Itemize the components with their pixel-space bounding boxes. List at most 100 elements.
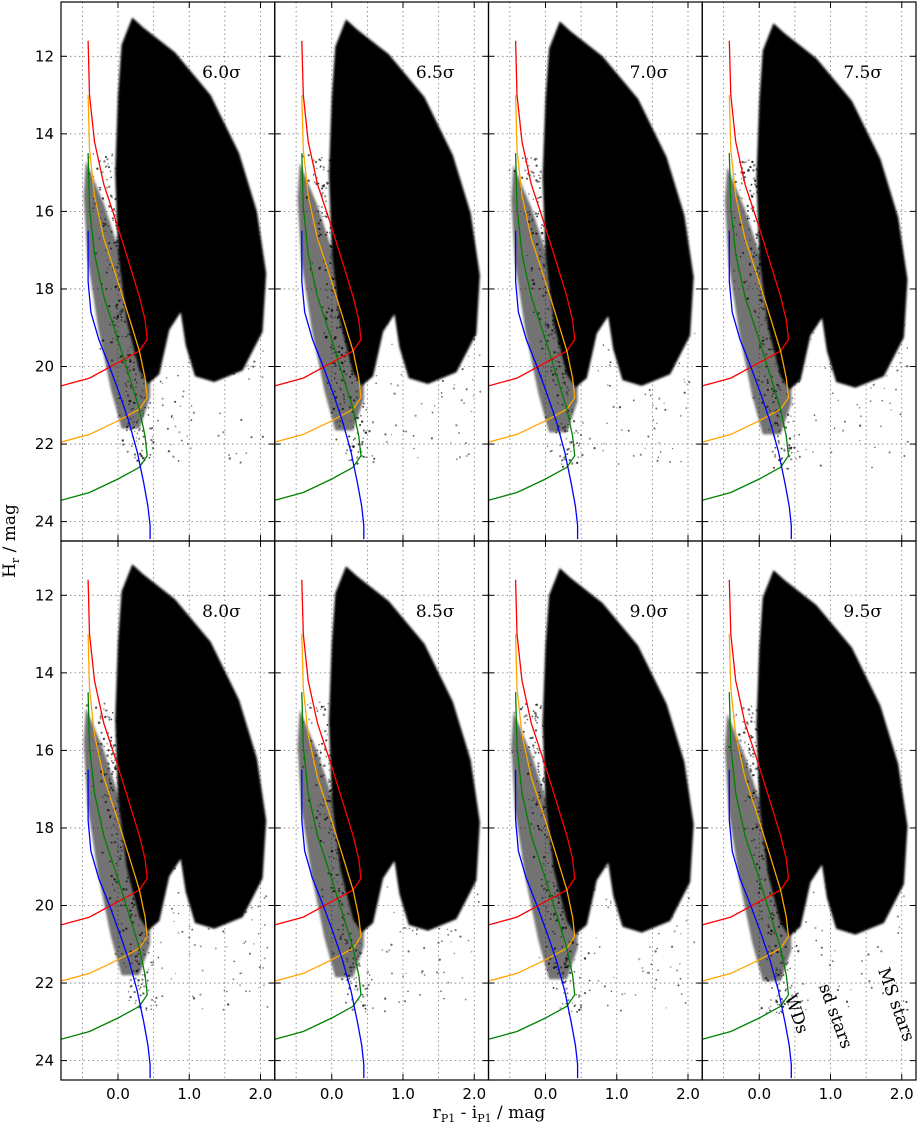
star-point <box>837 399 840 402</box>
star-point <box>751 735 754 739</box>
star-point <box>159 380 162 383</box>
star-point <box>871 466 873 469</box>
star-point <box>172 912 175 914</box>
star-point <box>579 1004 583 1007</box>
star-point <box>362 1004 365 1007</box>
star-point <box>688 380 691 384</box>
star-point <box>362 984 365 987</box>
panel-frame <box>701 540 917 1081</box>
star-point <box>886 375 888 377</box>
star-point <box>111 162 113 165</box>
star-point <box>778 1012 781 1015</box>
star-point <box>187 361 190 364</box>
star-point <box>880 425 882 428</box>
star-point <box>349 980 352 983</box>
star-point <box>405 972 407 975</box>
star-point <box>578 976 581 979</box>
star-point <box>797 450 799 453</box>
x-tick-label: 1.0 <box>605 1085 629 1103</box>
star-point <box>421 970 424 973</box>
star-point <box>523 715 526 718</box>
star-point <box>134 456 136 459</box>
star-point <box>598 946 601 948</box>
star-point <box>420 972 423 974</box>
star-point <box>751 160 754 164</box>
star-point <box>115 776 118 779</box>
star-point <box>563 992 565 994</box>
star-point <box>458 456 461 459</box>
star-point <box>110 736 113 739</box>
star-point <box>170 416 173 418</box>
star-point <box>751 195 753 198</box>
star-point <box>440 990 443 993</box>
star-point <box>740 182 743 185</box>
star-point <box>393 911 395 914</box>
star-point <box>441 396 443 398</box>
star-point <box>142 435 145 438</box>
star-point <box>811 451 814 454</box>
panel-sigma-label: 8.5σ <box>416 602 455 622</box>
star-point <box>365 408 368 411</box>
star-point <box>597 979 600 982</box>
star-point <box>656 459 659 462</box>
main-sequence-locus <box>756 570 908 937</box>
star-point <box>742 721 744 723</box>
star-point <box>324 748 326 750</box>
population-annotation: MS stars <box>873 965 918 1044</box>
star-point <box>793 435 796 438</box>
star-point <box>578 996 580 998</box>
star-point <box>103 702 106 705</box>
reference-curve-3 <box>488 153 576 501</box>
star-point <box>261 404 263 407</box>
star-point <box>748 748 751 751</box>
panel-content <box>274 19 482 540</box>
star-point <box>788 449 791 452</box>
star-point <box>813 414 816 416</box>
star-point <box>595 937 598 939</box>
star-point <box>261 435 264 438</box>
star-point <box>111 711 114 714</box>
star-point <box>573 432 576 434</box>
star-point <box>110 176 113 179</box>
star-point <box>542 239 545 242</box>
star-point <box>508 169 511 172</box>
star-point <box>414 414 417 417</box>
star-point <box>903 455 906 457</box>
reference-curves <box>274 40 365 540</box>
star-point <box>588 989 591 992</box>
x-axis-label: rP1 - iP1 / mag <box>433 1103 546 1125</box>
star-point <box>588 437 592 440</box>
star-point <box>368 974 371 976</box>
star-point <box>106 742 108 745</box>
star-point <box>145 1007 148 1010</box>
star-point <box>741 161 744 164</box>
star-point <box>430 437 434 440</box>
star-point <box>568 458 571 462</box>
star-point <box>620 428 623 432</box>
star-point <box>257 986 260 989</box>
main-sequence-locus <box>756 23 908 390</box>
star-point <box>188 936 191 939</box>
star-point <box>407 950 410 953</box>
star-point <box>685 919 688 922</box>
star-point <box>135 999 137 1002</box>
star-point <box>760 1006 763 1010</box>
star-point <box>528 746 531 749</box>
star-point <box>546 445 549 448</box>
star-point <box>632 454 635 457</box>
star-point <box>777 435 779 438</box>
star-point <box>525 177 529 180</box>
star-point <box>641 966 644 969</box>
star-point <box>742 731 746 734</box>
star-point <box>367 983 370 987</box>
star-point <box>137 979 140 982</box>
star-point <box>621 993 624 996</box>
star-point <box>192 997 196 1000</box>
tick-marks <box>702 2 916 541</box>
reference-curve-1 <box>488 40 576 387</box>
star-point <box>318 743 320 746</box>
star-point <box>671 447 674 450</box>
star-point <box>537 762 540 765</box>
panel-3: 7.0σ <box>487 1 703 542</box>
star-point <box>573 970 576 973</box>
